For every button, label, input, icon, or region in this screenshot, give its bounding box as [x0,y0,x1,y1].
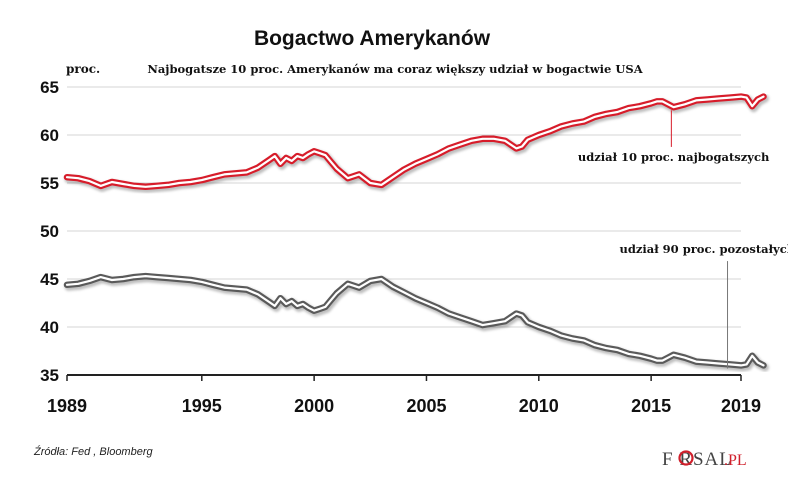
y-tick-label: 40 [40,318,59,337]
y-tick-label: 65 [40,78,59,97]
annotations: udział 10 proc. najbogatszych udział 90 p… [578,110,788,369]
chart-title: Bogactwo Amerykanów [254,27,491,50]
series-shadow [64,94,769,193]
x-tick-label: 2010 [519,396,559,416]
logo-ring-icon [678,450,694,466]
x-tick-label: 2015 [631,396,671,416]
y-axis: 35 40 45 50 55 60 65 [40,78,59,385]
x-tick-label: 1995 [182,396,222,416]
logo-suffix: .PL [724,452,747,469]
series-shadow [64,274,769,372]
grid [67,86,741,376]
annotation-label: udział 90 proc. pozostałych [620,242,788,256]
x-tick-label: 2005 [406,396,446,416]
series-line [63,272,767,369]
x-tick-label: 1989 [47,396,87,416]
x-tick-label: 2000 [294,396,334,416]
plot-area [63,93,769,372]
series-line-highlight [65,95,765,188]
x-axis: 1989 1995 2000 2005 2010 2015 2019 [47,374,761,416]
chart-subtitle: Najbogatsze 10 proc. Amerykanów ma coraz… [147,62,643,76]
annotation-label: udział 10 proc. najbogatszych [578,150,770,164]
source-note: Źródła: Fed , Bloomberg [33,445,153,458]
logo-text: F RSAL [662,449,732,470]
y-axis-unit: proc. [66,62,100,76]
y-tick-label: 35 [40,366,59,385]
x-tick-label: 2019 [721,396,761,416]
series-bottom90 [63,272,769,372]
y-tick-label: 50 [40,222,59,241]
series-line-highlight [65,275,765,367]
y-tick-label: 45 [40,270,59,289]
forsal-logo: F RSAL .PL [662,449,747,470]
y-tick-label: 55 [40,174,59,193]
series-line [63,93,767,191]
y-tick-label: 60 [40,126,59,145]
series-top10 [63,93,769,193]
